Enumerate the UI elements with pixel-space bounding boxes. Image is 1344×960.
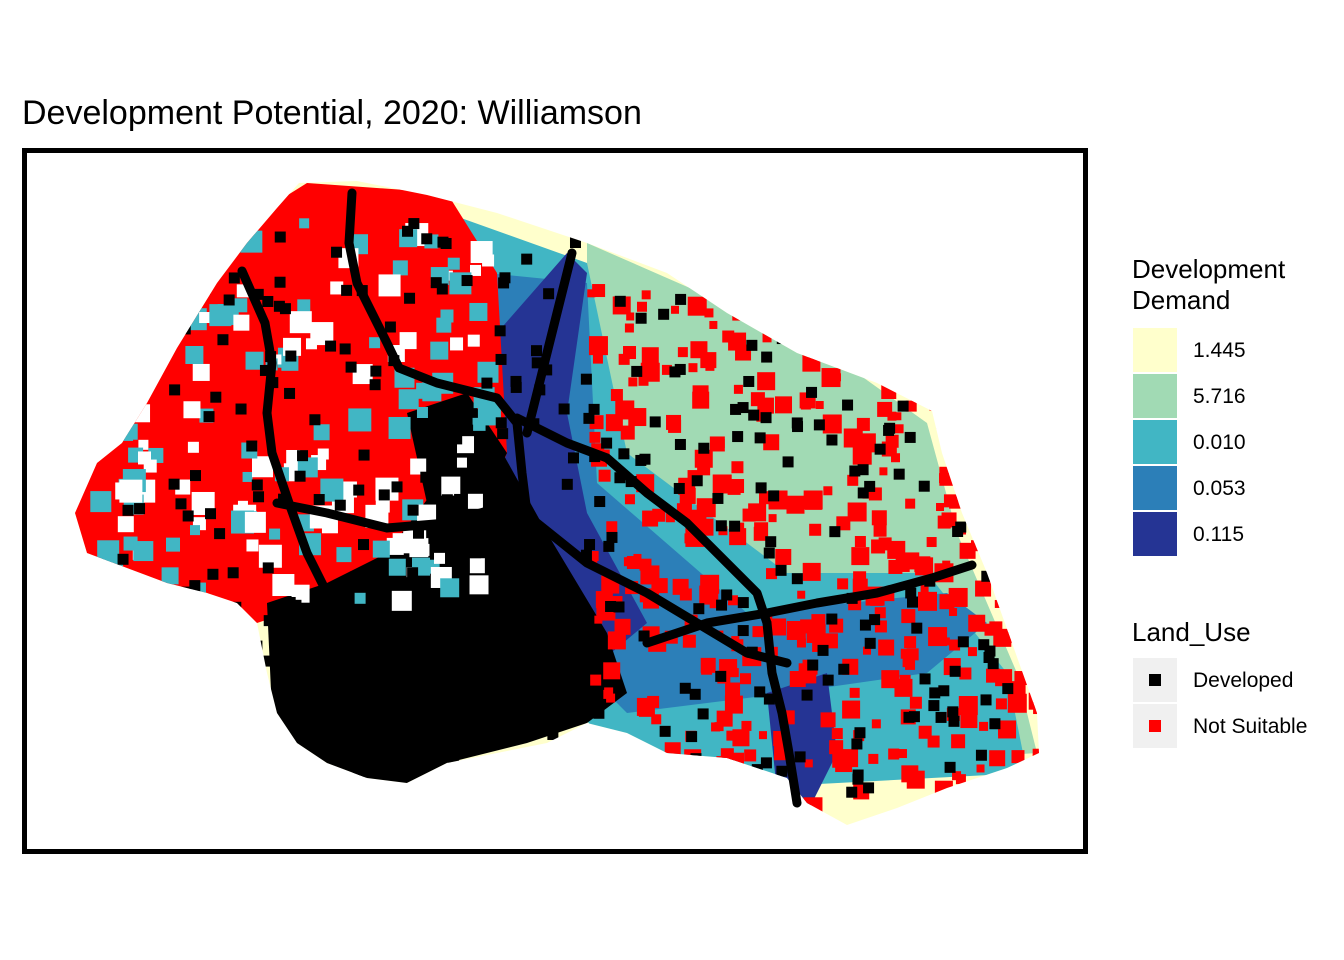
legend-landuse-key <box>1133 658 1177 702</box>
legend-landuse-symbol <box>1149 720 1161 732</box>
legend-demand-label: 0.053 <box>1193 477 1246 500</box>
legend-demand-label: 0.010 <box>1193 431 1246 454</box>
road-north-south <box>344 188 577 638</box>
map-panel <box>22 148 1088 854</box>
road-north <box>522 248 577 438</box>
legend-demand-swatch <box>1133 328 1177 372</box>
legend-demand-title-line2: Demand <box>1132 285 1231 315</box>
road-network <box>237 188 977 808</box>
legend-landuse-key <box>1133 704 1177 748</box>
map-title: Development Potential, 2020: Williamson <box>22 94 642 132</box>
legend-demand-label: 5.716 <box>1193 385 1246 408</box>
road-diagonal <box>512 413 772 628</box>
legend-demand-swatch <box>1133 374 1177 418</box>
road-south-east <box>762 618 802 808</box>
legend-demand-swatch <box>1133 466 1177 510</box>
legend-landuse-title: Land_Use <box>1132 617 1251 647</box>
legend-landuse-symbol <box>1149 674 1161 686</box>
legend-demand-swatch <box>1133 420 1177 464</box>
county-map <box>75 181 1039 825</box>
legend-landuse-label: Not Suitable <box>1193 715 1308 738</box>
legend-demand-label: 0.115 <box>1193 523 1244 546</box>
road-east-west <box>272 498 792 668</box>
legend-demand-label: 1.445 <box>1193 339 1246 362</box>
legend-demand-title: Development Demand <box>1132 254 1285 316</box>
road-east <box>642 560 977 648</box>
legend-demand-swatch <box>1133 512 1177 556</box>
road-northwest <box>237 266 362 628</box>
legend-landuse-label: Developed <box>1193 669 1294 692</box>
legend-demand-title-line1: Development <box>1132 254 1286 284</box>
